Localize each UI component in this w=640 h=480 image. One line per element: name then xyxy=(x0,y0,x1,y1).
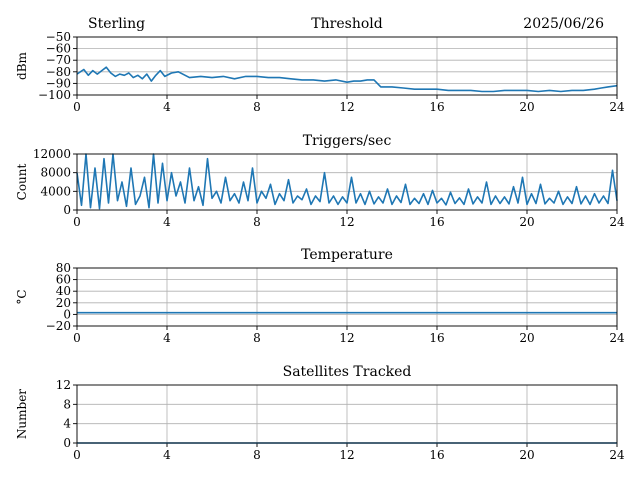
plot-frame xyxy=(76,267,618,327)
chart-title: Threshold xyxy=(311,16,382,32)
chart-panel-1: 0 4 8 12 16 20 24 −50−60−70−80−90−100 Threshold d… xyxy=(15,16,625,114)
y-tick-label: 8 xyxy=(63,397,71,411)
y-tick-label: 40 xyxy=(56,284,71,298)
x-tick-label: 4 xyxy=(163,448,171,462)
y-tick-label: 4 xyxy=(63,417,71,431)
chart-title: Satellites Tracked xyxy=(283,364,412,380)
x-tick-label: 20 xyxy=(519,215,534,229)
x-tick-label: 16 xyxy=(429,100,444,114)
series-line xyxy=(76,153,618,210)
y-tick-label: 12 xyxy=(56,378,71,392)
x-tick-label: 8 xyxy=(253,100,261,114)
y-axis-label: °C xyxy=(15,289,29,304)
date-label: 2025/06/26 xyxy=(523,16,604,32)
x-tick-label: 24 xyxy=(609,448,625,462)
x-tick-label: 4 xyxy=(163,215,171,229)
x-tick-label: 8 xyxy=(253,331,261,345)
y-tick-label: −100 xyxy=(38,88,71,102)
x-tick-label: 8 xyxy=(253,215,261,229)
y-tick-label: 0 xyxy=(63,436,71,450)
y-tick-label: −20 xyxy=(46,319,71,333)
y-axis-label: dBm xyxy=(15,51,29,80)
x-tick-label: 12 xyxy=(339,331,354,345)
x-tick-label: 20 xyxy=(519,448,534,462)
y-tick-label: 20 xyxy=(56,296,71,310)
y-tick-label: 0 xyxy=(63,203,71,217)
y-tick-label: −70 xyxy=(46,53,71,67)
y-tick-label: 80 xyxy=(56,261,71,275)
y-tick-label: −90 xyxy=(46,76,71,90)
x-tick-label: 8 xyxy=(253,448,261,462)
x-tick-label: 24 xyxy=(609,331,625,345)
plot-frame xyxy=(76,153,618,211)
y-tick-label: 12000 xyxy=(33,147,71,161)
chart-panels: 0 4 8 12 16 20 24 −50−60−70−80−90−100 Threshold d… xyxy=(15,16,625,462)
x-tick-label: 0 xyxy=(73,331,81,345)
x-tick-label: 16 xyxy=(429,331,444,345)
x-tick-label: 20 xyxy=(519,331,534,345)
x-tick-label: 12 xyxy=(339,100,354,114)
x-tick-label: 16 xyxy=(429,448,444,462)
y-tick-label: 4000 xyxy=(40,184,71,198)
x-tick-label: 4 xyxy=(163,100,171,114)
y-tick-label: −80 xyxy=(46,65,71,79)
y-tick-label: −60 xyxy=(46,42,71,56)
x-tick-label: 0 xyxy=(73,100,81,114)
series-line xyxy=(76,66,618,93)
x-tick-label: 0 xyxy=(73,448,81,462)
y-tick-label: 60 xyxy=(56,273,71,287)
chart-title: Triggers/sec xyxy=(303,133,392,149)
plot-frame xyxy=(76,36,618,96)
y-tick-label: −50 xyxy=(46,30,71,44)
station-label: Sterling xyxy=(88,16,145,32)
x-tick-label: 12 xyxy=(339,448,354,462)
x-tick-label: 20 xyxy=(519,100,534,114)
x-tick-label: 24 xyxy=(609,215,625,229)
chart-panel-2: 0 4 8 12 16 20 24 0 4000 8000 12000 Triggers/sec Cou… xyxy=(15,133,625,229)
y-axis-label: Number xyxy=(15,389,29,439)
y-tick-label: 0 xyxy=(63,307,71,321)
x-tick-label: 24 xyxy=(609,100,625,114)
x-tick-label: 4 xyxy=(163,331,171,345)
chart-title: Temperature xyxy=(301,247,393,263)
x-tick-label: 16 xyxy=(429,215,444,229)
chart-panel-4: 0 4 8 12 16 20 24 12 8 4 0 Satellites Tracked Number xyxy=(15,364,625,462)
y-tick-label: 8000 xyxy=(40,166,71,180)
plot-frame xyxy=(76,384,618,444)
y-axis-label: Count xyxy=(15,163,29,200)
x-tick-label: 0 xyxy=(73,215,81,229)
x-tick-label: 12 xyxy=(339,215,354,229)
